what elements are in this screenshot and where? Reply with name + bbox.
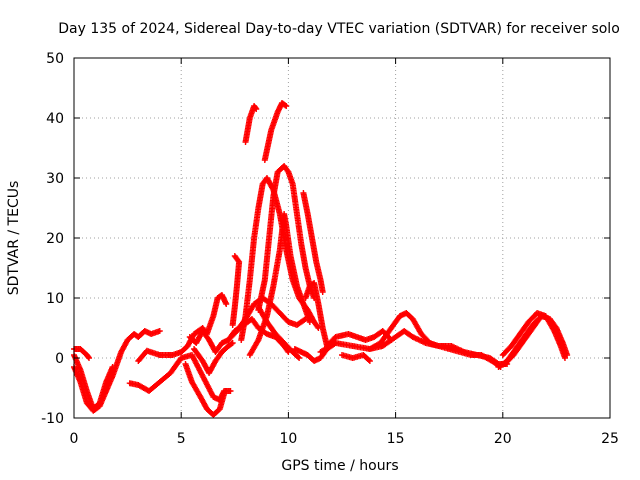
data-point [227, 388, 234, 394]
series-arc-u [366, 310, 504, 370]
data-point [232, 254, 239, 261]
series-arc-a [71, 346, 93, 361]
series-arc-m [246, 211, 313, 358]
data-point [221, 391, 228, 397]
data-point [282, 102, 289, 109]
series-arc-s [300, 190, 326, 295]
data-point [366, 358, 373, 364]
y-tick-label: 20 [46, 231, 64, 247]
x-tick-label: 5 [177, 431, 186, 447]
axis-ticks [73, 57, 611, 419]
data-point [536, 316, 543, 322]
series-arc-k [242, 103, 260, 145]
y-tick-label: 0 [55, 351, 64, 367]
data-point [365, 357, 372, 363]
data-point [85, 354, 92, 360]
series-arc-g [191, 340, 236, 376]
chart-title: Day 135 of 2024, Sidereal Day-to-day VTE… [58, 21, 620, 37]
series-arc-c [71, 352, 116, 412]
data-point [231, 253, 238, 259]
x-tick-label: 20 [494, 431, 512, 447]
series-arc-b [71, 328, 163, 414]
data-point [109, 364, 116, 370]
data-point [229, 340, 236, 346]
x-tick-label: 0 [70, 431, 79, 447]
series-arc-o [261, 100, 290, 163]
data-point [319, 289, 326, 295]
data-point [86, 355, 93, 361]
tick-labels: 0 5 10 15 20 25 -10 0 10 20 30 40 50 [41, 51, 619, 447]
data-point [283, 103, 290, 109]
series-arc-i [225, 316, 292, 355]
y-tick-label: 50 [46, 51, 64, 67]
data-point [535, 317, 542, 324]
series-arc-p [255, 304, 303, 361]
data-point [228, 340, 235, 347]
data-point [295, 354, 302, 360]
series-arc-j [229, 253, 243, 328]
data-point [223, 301, 230, 307]
data-point [253, 106, 260, 112]
x-tick-label: 15 [387, 431, 405, 447]
series-arc-v [339, 352, 373, 364]
grid-lines [74, 58, 610, 418]
x-tick-label: 10 [279, 431, 297, 447]
y-tick-label: 30 [46, 171, 64, 187]
series-arc-x [499, 310, 568, 361]
x-tick-label: 25 [601, 431, 619, 447]
x-axis-label: GPS time / hours [281, 458, 398, 474]
y-axis-label: SDTVAR / TECUs [6, 181, 22, 296]
data-point [296, 355, 303, 361]
series-arc-f [182, 361, 228, 418]
data-point [252, 105, 259, 111]
y-tick-label: 40 [46, 111, 64, 127]
series-arc-d [126, 352, 234, 403]
y-tick-label: -10 [41, 411, 64, 427]
data-point [561, 355, 568, 361]
series-arc-y [501, 316, 543, 367]
y-tick-label: 10 [46, 291, 64, 307]
data-point [306, 319, 313, 325]
data-markers [71, 100, 571, 418]
data-point [156, 328, 163, 334]
